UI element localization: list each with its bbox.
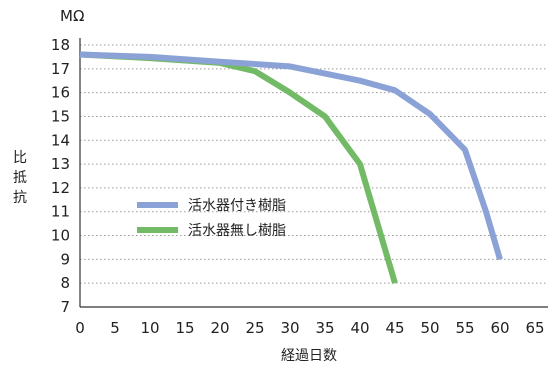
x-tick-label: 25 — [245, 319, 264, 337]
x-tick-label: 20 — [210, 319, 229, 337]
x-tick-label: 50 — [420, 319, 439, 337]
y-tick-labels: 7 8 9 10 11 12 13 14 15 16 17 18 — [51, 36, 70, 316]
x-tick-label: 55 — [455, 319, 474, 337]
x-tick-label: 5 — [110, 319, 120, 337]
x-tick-label: 45 — [385, 319, 404, 337]
series-line-2 — [79, 51, 398, 285]
y-axis-label-char: 比 — [13, 150, 27, 166]
legend-label: 活水器無し樹脂 — [188, 223, 286, 239]
x-tick-label: 30 — [280, 319, 299, 337]
y-tick-label: 15 — [51, 107, 70, 125]
series-lines — [79, 51, 503, 285]
axes — [79, 38, 548, 308]
y-tick-label: 9 — [60, 250, 70, 268]
y-tick-label: 18 — [51, 36, 70, 54]
y-unit-label: MΩ — [60, 7, 84, 25]
y-axis-label-char: 抗 — [13, 190, 27, 206]
x-tick-label: 35 — [315, 319, 334, 337]
x-tick-label: 65 — [525, 319, 544, 337]
y-tick-label: 11 — [51, 203, 70, 221]
y-axis-label-char: 抵 — [13, 170, 27, 186]
x-tick-label: 40 — [350, 319, 369, 337]
x-tick-labels: 0 5 10 15 20 25 30 35 40 45 50 55 60 65 — [75, 319, 544, 337]
legend-label: 活水器付き樹脂 — [188, 198, 286, 214]
x-tick-label: 15 — [175, 319, 194, 337]
y-tick-label: 13 — [51, 155, 70, 173]
y-tick-label: 7 — [60, 298, 70, 316]
y-tick-label: 8 — [60, 274, 70, 292]
x-tick-label: 10 — [140, 319, 159, 337]
x-tick-label: 60 — [490, 319, 509, 337]
y-tick-label: 10 — [51, 227, 70, 245]
grid-lines — [80, 44, 548, 284]
y-tick-label: 17 — [51, 60, 70, 78]
series-line-1 — [79, 51, 503, 261]
y-tick-label: 12 — [51, 179, 70, 197]
y-axis-label: 比抵抗 — [13, 150, 27, 206]
x-tick-label: 0 — [75, 319, 85, 337]
x-axis-label: 経過日数 — [281, 348, 337, 364]
y-tick-label: 14 — [51, 131, 70, 149]
y-tick-label: 16 — [51, 84, 70, 102]
